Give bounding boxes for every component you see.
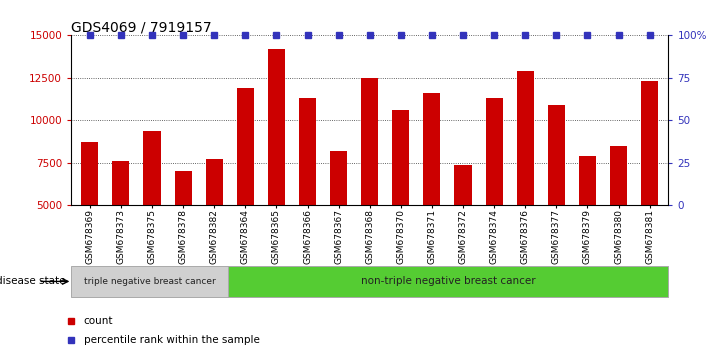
Bar — [361, 78, 378, 290]
Bar — [423, 93, 441, 290]
Bar — [579, 156, 596, 290]
Bar — [205, 159, 223, 290]
Bar — [81, 142, 98, 290]
Text: triple negative breast cancer: triple negative breast cancer — [84, 277, 215, 286]
Bar — [330, 151, 347, 290]
Text: GDS4069 / 7919157: GDS4069 / 7919157 — [71, 20, 212, 34]
Bar — [299, 98, 316, 290]
Bar — [268, 49, 285, 290]
Bar — [392, 110, 410, 290]
Text: percentile rank within the sample: percentile rank within the sample — [84, 335, 260, 345]
Bar — [610, 146, 627, 290]
Bar — [228, 266, 668, 297]
Bar — [71, 266, 228, 297]
Bar — [144, 131, 161, 290]
Bar — [454, 165, 471, 290]
Bar — [641, 81, 658, 290]
Text: count: count — [84, 316, 113, 326]
Bar — [517, 71, 534, 290]
Text: disease state: disease state — [0, 276, 65, 286]
Bar — [486, 98, 503, 290]
Bar — [112, 161, 129, 290]
Bar — [174, 171, 192, 290]
Bar — [237, 88, 254, 290]
Text: non-triple negative breast cancer: non-triple negative breast cancer — [361, 276, 535, 286]
Bar — [547, 105, 565, 290]
